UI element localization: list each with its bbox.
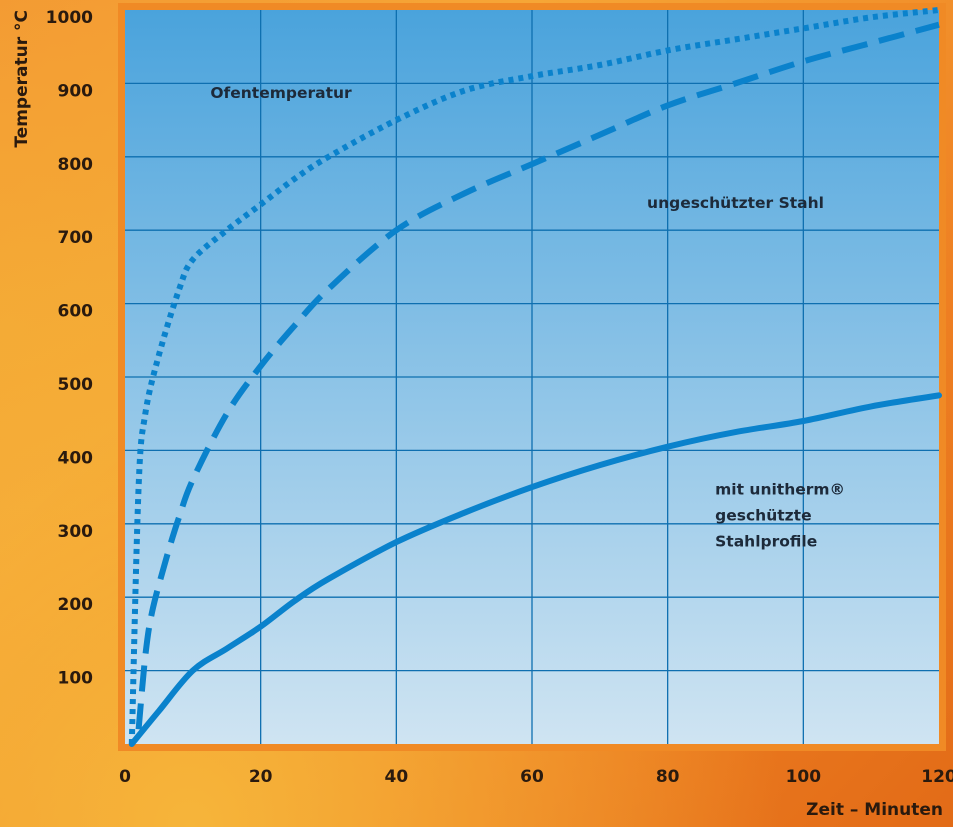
annotation: mit unitherm® geschützte Stahlprofile [715, 480, 845, 550]
y-tick-label: 300 [58, 522, 94, 542]
y-tick-label: 100 [58, 669, 94, 689]
x-tick-label: 120 [921, 767, 953, 787]
annotation-text: ungeschützter Stahl [647, 194, 824, 212]
y-tick-label: 600 [58, 302, 94, 322]
x-tick-label: 60 [520, 767, 544, 787]
y-tick-label: 900 [58, 81, 94, 101]
x-tick-label: 80 [656, 767, 680, 787]
y-axis-label: Temperatur °C [12, 10, 32, 148]
annotation: ungeschützter Stahl [647, 194, 824, 212]
x-tick-label: 0 [119, 767, 131, 787]
y-tick-label: 500 [58, 375, 94, 395]
series-line-3 [128, 392, 942, 747]
series-line-1 [128, 7, 940, 745]
annotation-text: mit unitherm® geschützte Stahlprofile [715, 480, 845, 550]
x-tick-label: 100 [786, 767, 822, 787]
y-tick-label: 400 [58, 448, 94, 468]
x-tick-label: 20 [249, 767, 273, 787]
y-tick-label: 800 [58, 155, 94, 175]
annotation: Ofentemperatur [210, 84, 352, 102]
x-axis-label: Zeit – Minuten [806, 800, 943, 820]
annotation-line: Stahlprofile [715, 532, 817, 550]
series-line-2 [135, 21, 940, 730]
y-tick-label: 1000 [46, 8, 93, 28]
annotation-line: ungeschützter Stahl [647, 194, 824, 212]
annotation-line: geschützte [715, 506, 811, 524]
x-tick-label: 40 [384, 767, 408, 787]
annotation-text: Ofentemperatur [210, 84, 352, 102]
y-tick-label: 700 [58, 228, 94, 248]
y-tick-label: 200 [58, 595, 94, 615]
annotation-line: mit unitherm® [715, 480, 845, 498]
annotation-line: Ofentemperatur [210, 84, 352, 102]
